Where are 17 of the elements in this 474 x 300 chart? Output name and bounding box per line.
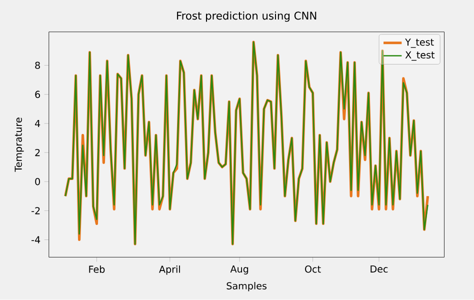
x-tick-label: Dec [370,266,388,273]
y-tick-label: 4 [34,120,40,128]
y-tick-label: 0 [35,178,40,186]
x-tick-label: Feb [89,266,105,274]
x-tick-label: Aug [230,266,248,275]
y-tick-label: 6 [35,90,40,98]
y-tick-label: 8 [35,62,40,70]
y-axis-title: Temprature [14,118,24,172]
x-axis-title: Samples [226,282,267,292]
y-tick-label: -2 [32,207,40,214]
x-tick-label: April [159,266,180,275]
legend-label: X_test [405,52,435,61]
y-tick-label: 2 [35,149,40,156]
legend-label: Y_test [405,38,434,48]
chart-title: Frost prediction using CNN [177,12,316,22]
x-tick-label: Oct [305,266,321,273]
y-tick-label: -4 [32,236,40,244]
